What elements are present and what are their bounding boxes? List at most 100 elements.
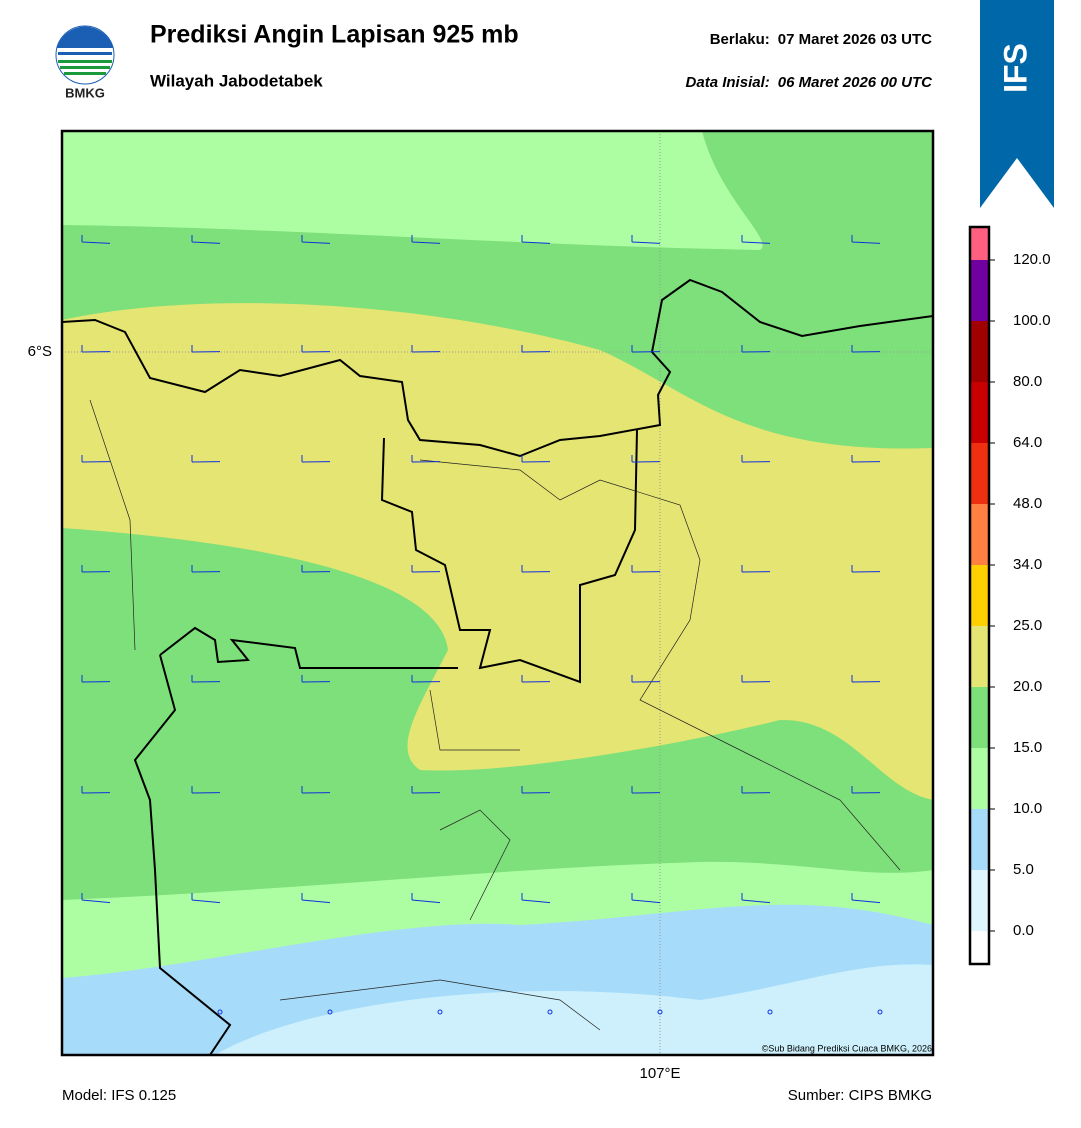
- wind-barb: [81, 893, 111, 904]
- colorbar-band: [970, 321, 989, 382]
- wind-barb: [411, 345, 441, 353]
- colorbar-label: 48.0: [1013, 495, 1042, 512]
- colorbar-label: 34.0: [1013, 556, 1042, 573]
- wind-barb: [301, 786, 331, 794]
- wind-barb: [81, 675, 111, 683]
- wind-barb: [411, 786, 441, 794]
- init-time: Data Inisial: 06 Maret 2026 00 UTC: [686, 74, 934, 91]
- colorbar-label: 100.0: [1013, 312, 1051, 329]
- wind-barb: [191, 893, 221, 904]
- wind-barb: [191, 565, 221, 573]
- wind-barb: [851, 235, 881, 244]
- wind-barb: [741, 893, 771, 904]
- lon-label: 107°E: [639, 1065, 680, 1082]
- init-label: Data Inisial:: [686, 74, 770, 91]
- badge-text: IFS: [997, 43, 1033, 93]
- colorbar-band: [970, 931, 989, 964]
- wind-barb: [521, 455, 551, 463]
- colorbar-band: [970, 443, 989, 504]
- wind-barb: [411, 565, 441, 573]
- colorbar-label: 5.0: [1013, 861, 1034, 878]
- wind-barb: [301, 893, 331, 904]
- colorbar: 0.0 5.0 10.0 15.0 20.0 25.0 34.0 48.0 64.0 80.0 10…: [968, 225, 1051, 966]
- wind-barb: [301, 675, 331, 683]
- wind-barb: [851, 345, 881, 353]
- colorbar-label: 10.0: [1013, 800, 1042, 817]
- calm-marker: [547, 1009, 553, 1015]
- wind-barb: [631, 235, 661, 244]
- map: [62, 131, 933, 1055]
- wind-barb: [851, 893, 881, 904]
- wind-barb: [81, 235, 111, 244]
- colorbar-band: [970, 626, 989, 687]
- wind-barb: [191, 455, 221, 463]
- wind-barb: [631, 893, 661, 904]
- valid-label: Berlaku:: [710, 31, 770, 48]
- title: Prediksi Angin Lapisan 925 mb: [150, 21, 519, 49]
- wind-barb: [411, 455, 441, 463]
- wind-barb: [631, 455, 661, 463]
- lat-label: 6°S: [28, 343, 52, 360]
- wind-barb: [521, 893, 551, 904]
- wind-barb: [301, 235, 331, 244]
- wind-barb: [301, 565, 331, 573]
- wind-barb: [631, 786, 661, 794]
- wind-barb: [81, 565, 111, 573]
- wind-barb: [631, 675, 661, 683]
- wind-barb: [631, 345, 661, 353]
- wind-barb: [191, 235, 221, 244]
- colorbar-label: 0.0: [1013, 922, 1034, 939]
- wind-barb: [191, 786, 221, 794]
- wind-barb: [521, 786, 551, 794]
- logo: BMKG: [55, 25, 115, 100]
- wind-barb: [81, 455, 111, 463]
- wind-barb: [851, 675, 881, 683]
- wind-barb: [411, 675, 441, 683]
- calm-marker: [767, 1009, 773, 1015]
- subtitle: Wilayah Jabodetabek: [150, 71, 323, 90]
- wind-barb: [851, 455, 881, 463]
- wind-barb: [741, 235, 771, 244]
- wind-barb: [411, 893, 441, 904]
- colorbar-band: [970, 382, 989, 443]
- calm-marker: [217, 1009, 223, 1015]
- colorbar-band: [970, 227, 989, 260]
- colorbar-label: 20.0: [1013, 678, 1042, 695]
- colorbar-label: 120.0: [1013, 251, 1051, 268]
- wind-barb: [301, 455, 331, 463]
- wind-barb: [81, 786, 111, 794]
- calm-marker: [327, 1009, 333, 1015]
- wind-barb: [521, 675, 551, 683]
- valid-time: Berlaku: 07 Maret 2026 03 UTC: [710, 31, 932, 48]
- colorbar-band: [970, 748, 989, 809]
- colorbar-label: 25.0: [1013, 617, 1042, 634]
- wind-barb: [741, 345, 771, 353]
- footer-model: Model: IFS 0.125: [62, 1087, 176, 1104]
- wind-barb: [191, 675, 221, 683]
- colorbar-band: [970, 870, 989, 931]
- colorbar-label: 15.0: [1013, 739, 1042, 756]
- logo-text: BMKG: [65, 85, 105, 100]
- calm-marker: [437, 1009, 443, 1015]
- wind-barb: [521, 235, 551, 244]
- calm-marker: [657, 1009, 663, 1015]
- wind-barb: [411, 235, 441, 244]
- wind-barb: [851, 565, 881, 573]
- colorbar-frame: [968, 225, 991, 966]
- wind-barb: [741, 565, 771, 573]
- wind-barb: [521, 565, 551, 573]
- badge: [980, 0, 1054, 208]
- colorbar-band: [970, 809, 989, 870]
- colorbar-band: [970, 565, 989, 626]
- wind-barb: [741, 675, 771, 683]
- wind-barb: [301, 345, 331, 353]
- copyright: ©Sub Bidang Prediksi Cuaca BMKG, 2026: [762, 1043, 932, 1053]
- wind-barb: [851, 786, 881, 794]
- wind-barbs: [81, 235, 883, 1015]
- wind-barb: [741, 786, 771, 794]
- wind-barb: [741, 455, 771, 463]
- calm-marker: [877, 1009, 883, 1015]
- colorbar-label: 80.0: [1013, 373, 1042, 390]
- colorbar-label: 64.0: [1013, 434, 1042, 451]
